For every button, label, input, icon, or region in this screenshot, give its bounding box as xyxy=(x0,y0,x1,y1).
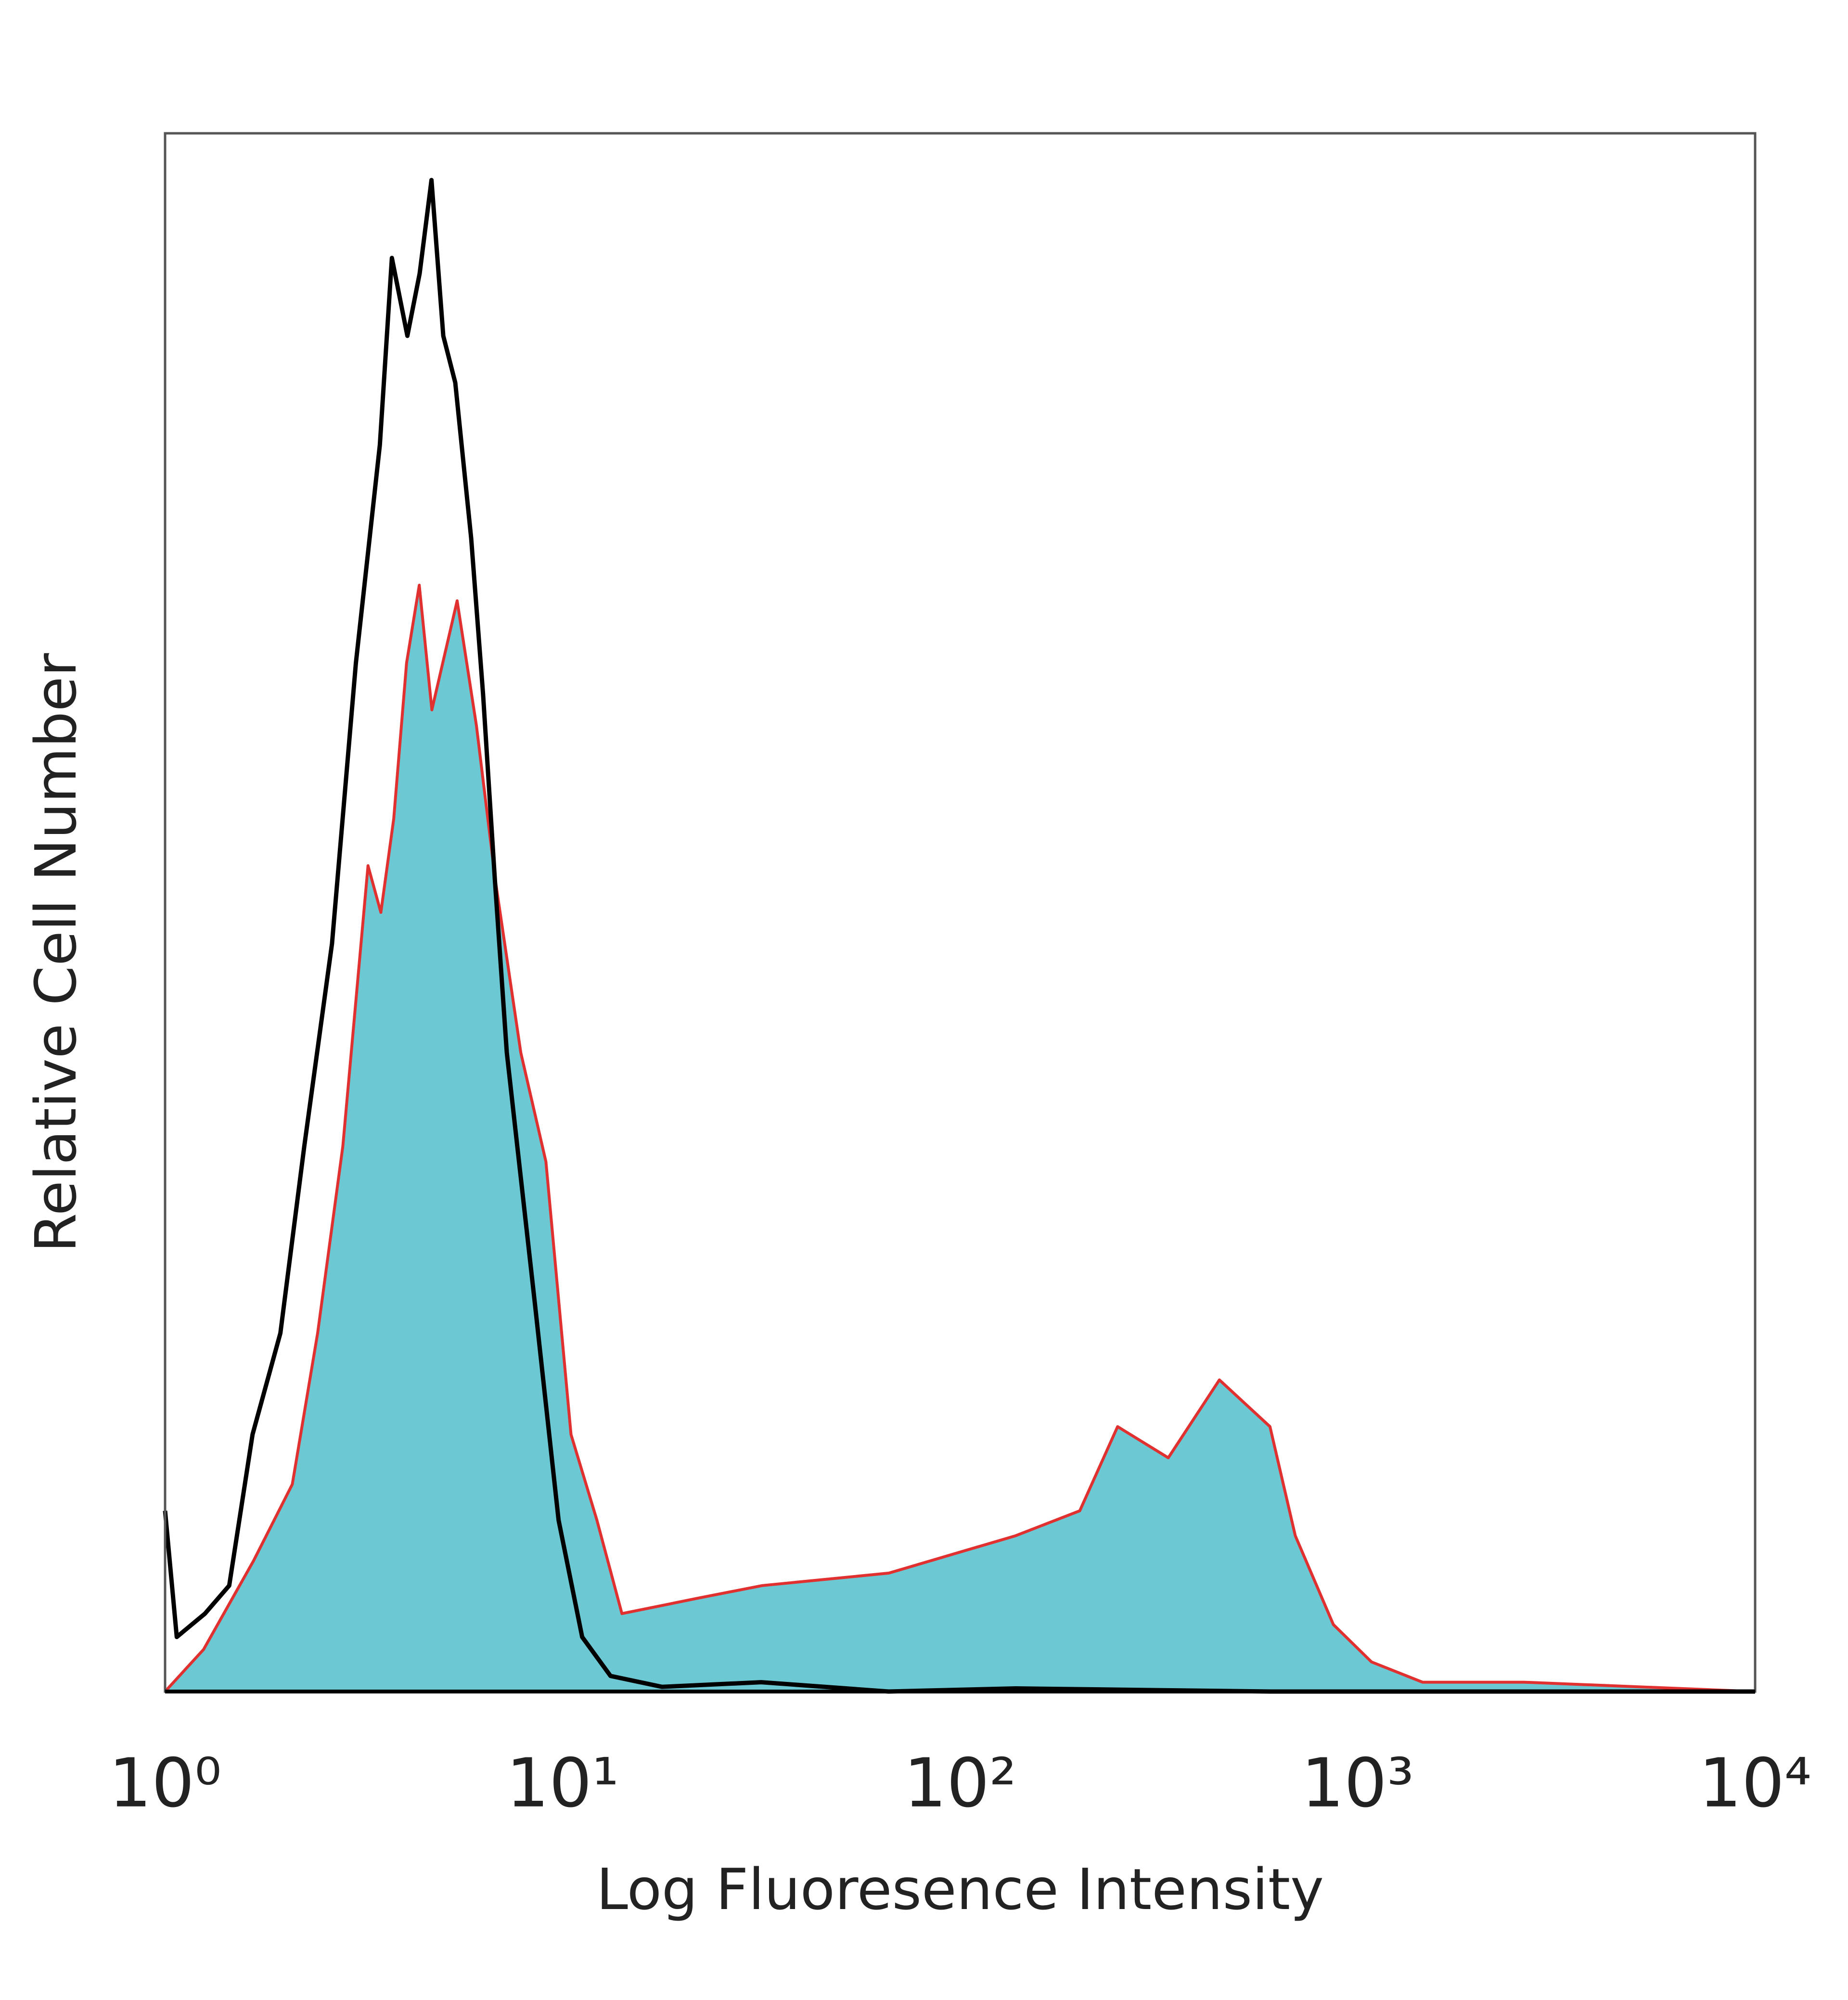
x-tick-label: 10⁴ xyxy=(1699,1744,1811,1823)
x-axis-label: Log Fluoresence Intensity xyxy=(596,1856,1324,1923)
x-tick-label: 10³ xyxy=(1301,1744,1414,1823)
x-tick-label: 10¹ xyxy=(506,1744,619,1823)
histogram-line xyxy=(164,584,1756,1693)
histogram-area xyxy=(165,585,1755,1692)
x-tick-label: 10⁰ xyxy=(109,1744,221,1823)
y-axis-label: Relative Cell Number xyxy=(23,653,89,1253)
histogram-line xyxy=(163,178,1755,1694)
x-tick-label: 10² xyxy=(904,1744,1016,1823)
